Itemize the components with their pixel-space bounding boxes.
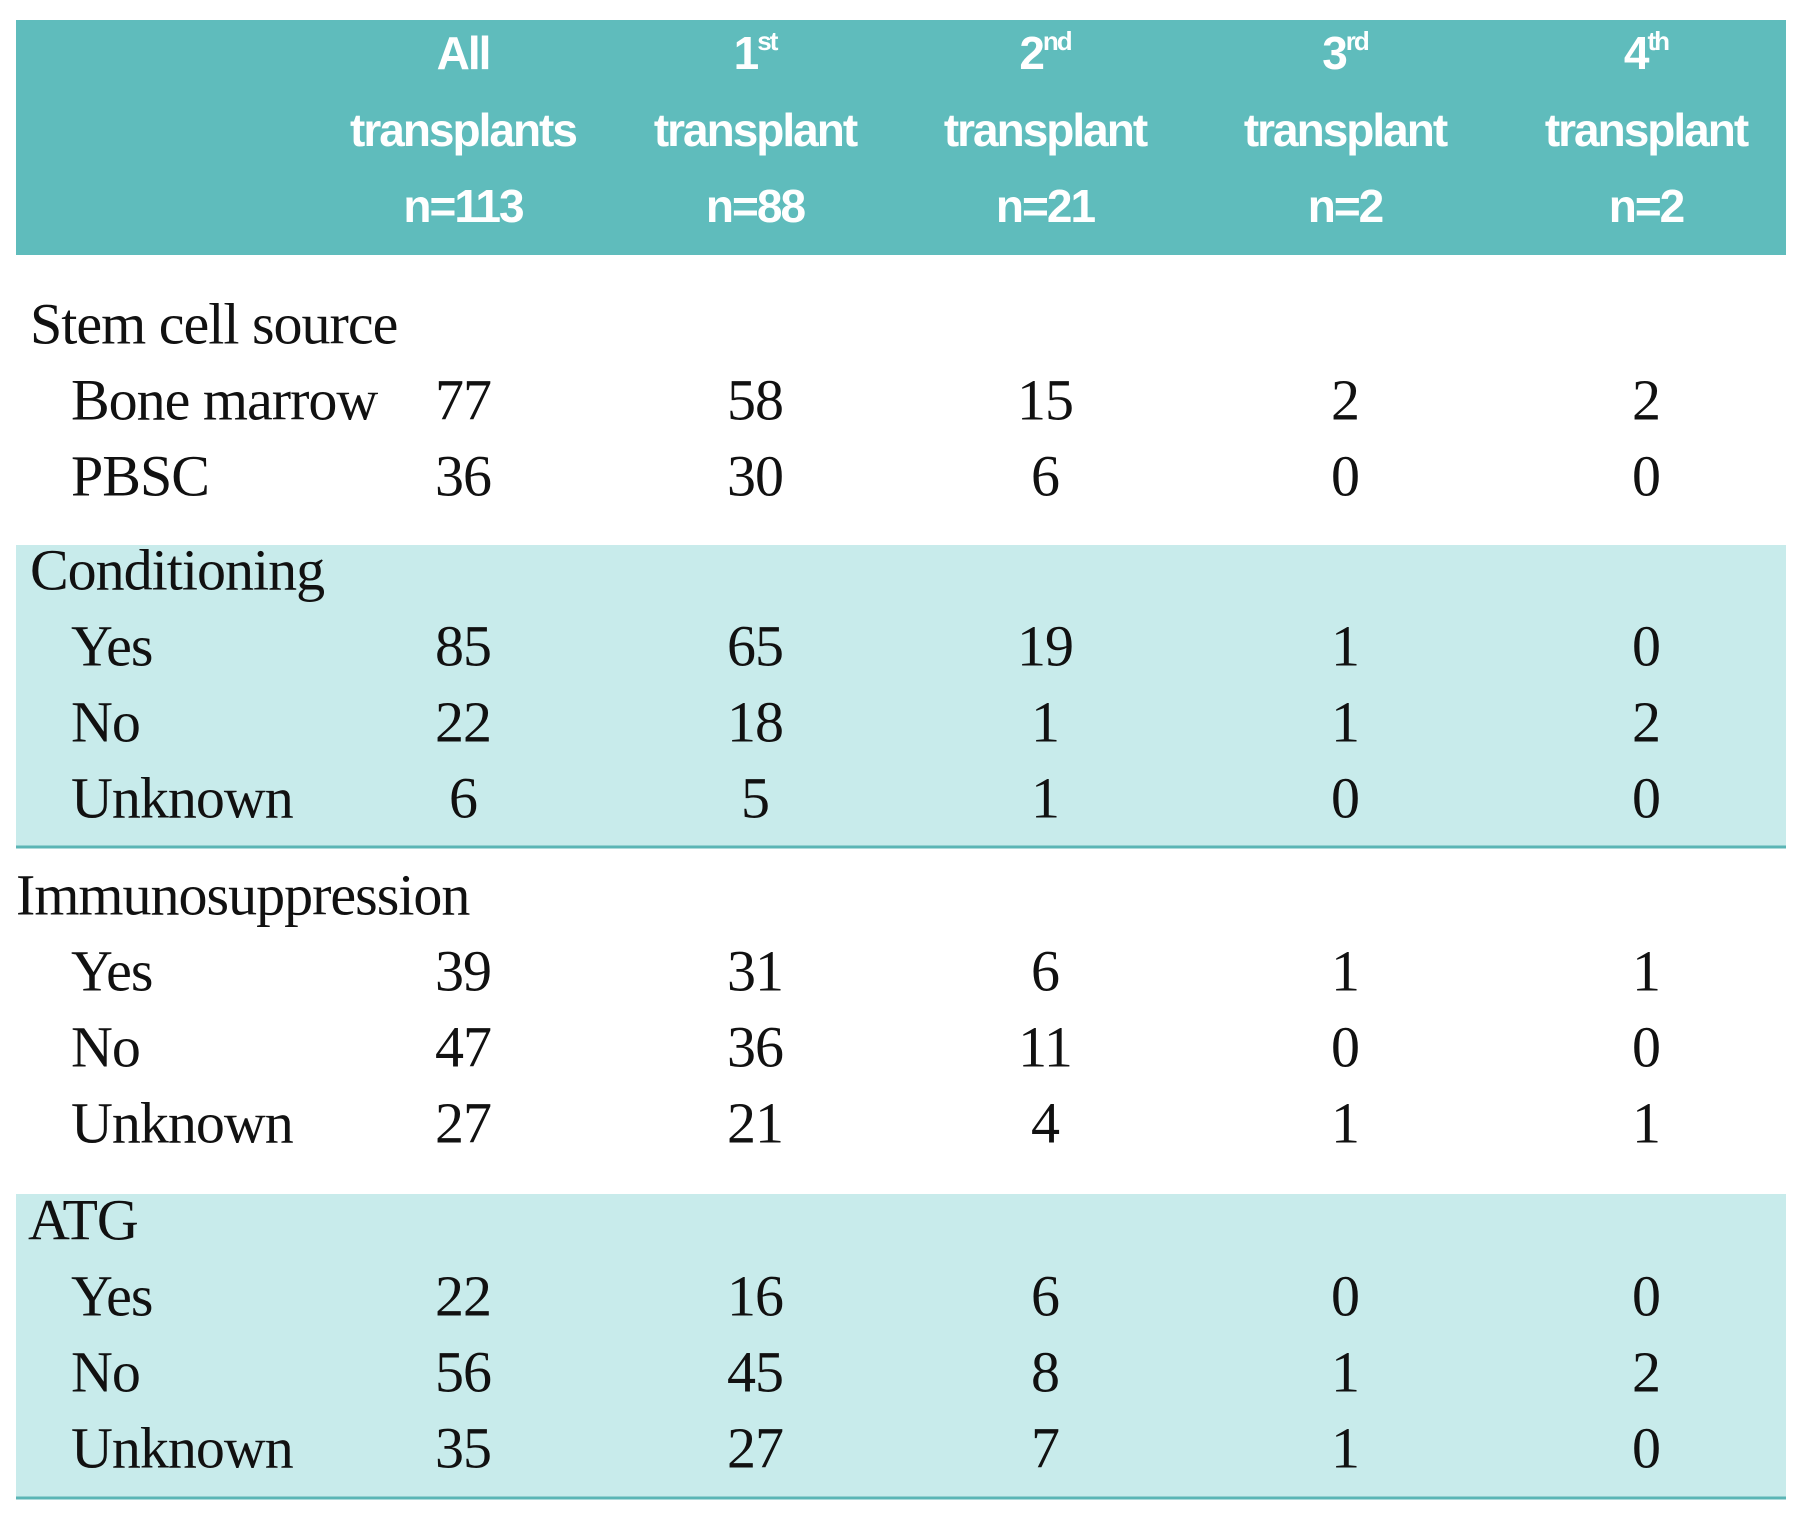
cell-value: 0 [1632,443,1660,508]
header-number: 1 [734,27,759,79]
cell-value: 56 [435,1339,491,1404]
cell-value: 85 [435,613,491,678]
cell-value: 58 [727,367,783,432]
section-title: ATG [28,1187,138,1252]
cell-value: 6 [449,765,477,830]
cell-value: 1 [1632,938,1660,1003]
cell-value: 1 [1632,1090,1660,1155]
row-label: PBSC [71,443,209,508]
row-label: Yes [71,1263,152,1328]
column-header-top: All [437,27,490,79]
cell-value: 36 [435,443,491,508]
header-number: 4 [1624,27,1650,79]
cell-value: 1 [1031,765,1059,830]
cell-value: 45 [727,1339,783,1404]
section-title: Conditioning [30,537,324,602]
cell-value: 39 [435,938,491,1003]
column-header-label: transplant [1244,104,1448,156]
cell-value: 4 [1031,1090,1060,1155]
row-label: Bone marrow [71,367,378,432]
cell-value: 35 [435,1415,491,1480]
cell-value: 77 [435,367,491,432]
cell-value: 15 [1017,367,1073,432]
cell-value: 1 [1331,1339,1359,1404]
cell-value: 18 [727,689,783,754]
row-label: Yes [71,613,152,678]
header-number: 3 [1322,27,1346,79]
column-header-label: transplant [654,104,858,156]
cell-value: 11 [1018,1014,1072,1079]
cell-value: 0 [1632,1014,1660,1079]
row-label: Yes [71,938,152,1003]
section-band [16,545,1786,847]
column-header-n: n=2 [1609,180,1684,232]
cell-value: 6 [1031,1263,1059,1328]
cell-value: 1 [1331,1090,1359,1155]
cell-value: 30 [727,443,783,508]
header-number: All [437,27,490,79]
cell-value: 8 [1031,1339,1059,1404]
column-header-top: 3rd [1322,26,1369,79]
section-band [16,1194,1786,1498]
header-superscript: nd [1043,26,1072,56]
cell-value: 2 [1331,367,1359,432]
cell-value: 27 [727,1415,783,1480]
row-label: No [71,1339,140,1404]
row-label: Unknown [71,765,294,830]
cell-value: 1 [1331,689,1359,754]
cell-value: 2 [1632,367,1660,432]
row-label: No [71,1014,140,1079]
section-title: Immunosuppression [16,862,470,927]
header-superscript: rd [1346,26,1369,56]
cell-value: 6 [1031,938,1059,1003]
column-header-top: 2nd [1019,26,1071,79]
section-title: Stem cell source [30,291,397,356]
cell-value: 22 [435,1263,491,1328]
cell-value: 36 [727,1014,783,1079]
cell-value: 16 [727,1263,783,1328]
row-label: Unknown [71,1415,294,1480]
cell-value: 31 [727,938,783,1003]
cell-value: 0 [1632,1263,1660,1328]
cell-value: 0 [1632,765,1660,830]
cell-value: 0 [1331,443,1359,508]
column-header-label: transplants [350,104,576,156]
cell-value: 27 [435,1090,491,1155]
cell-value: 1 [1331,1415,1359,1480]
column-header-n: n=88 [706,180,806,232]
cell-value: 0 [1632,1415,1660,1480]
cell-value: 0 [1331,1263,1359,1328]
header-superscript: th [1648,26,1670,56]
header-band [16,20,1786,255]
row-label: Unknown [71,1090,294,1155]
cell-value: 1 [1331,938,1359,1003]
cell-value: 5 [741,765,769,830]
cell-value: 65 [727,613,783,678]
cell-value: 0 [1331,765,1359,830]
cell-value: 1 [1031,689,1059,754]
column-header-n: n=2 [1308,180,1383,232]
cell-value: 0 [1632,613,1660,678]
cell-value: 7 [1031,1415,1059,1480]
column-header-label: transplant [944,104,1148,156]
column-header-top: 1st [734,26,779,79]
column-header-n: n=113 [403,180,523,232]
cell-value: 2 [1632,689,1660,754]
header-number: 2 [1019,27,1043,79]
row-label: No [71,689,140,754]
cell-value: 47 [435,1014,491,1079]
column-header-label: transplant [1545,104,1749,156]
cell-value: 0 [1331,1014,1359,1079]
cell-value: 19 [1017,613,1073,678]
cell-value: 21 [727,1090,783,1155]
header-superscript: st [757,26,778,56]
column-header-top: 4th [1624,26,1669,79]
cell-value: 22 [435,689,491,754]
column-header-n: n=21 [996,180,1096,232]
cell-value: 6 [1031,443,1059,508]
cell-value: 2 [1632,1339,1660,1404]
cell-value: 1 [1331,613,1359,678]
